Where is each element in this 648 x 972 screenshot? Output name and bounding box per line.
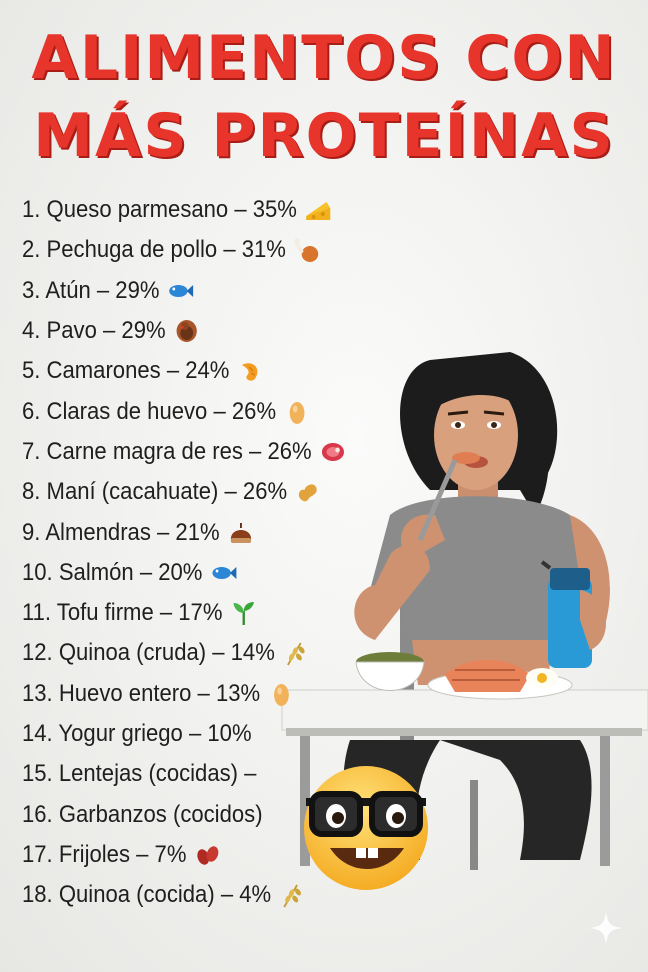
list-item: 7. Carne magra de res – 26% bbox=[22, 432, 347, 472]
peanut-icon bbox=[294, 478, 322, 506]
cheese-icon bbox=[304, 196, 332, 224]
shrimp-icon bbox=[237, 357, 265, 385]
grain-icon bbox=[279, 881, 307, 909]
list-item-text: 6. Claras de huevo – 26% bbox=[22, 397, 277, 425]
list-item: 14. Yogur griego – 10% bbox=[22, 714, 347, 754]
list-item-text: 1. Queso parmesano – 35% bbox=[22, 196, 297, 224]
list-item-text: 3. Atún – 29% bbox=[22, 276, 160, 304]
protein-food-list: 1. Queso parmesano – 35% 2. Pechuga de po… bbox=[22, 190, 375, 915]
list-item: 18. Quinoa (cocida) – 4% bbox=[22, 875, 347, 915]
list-item: 5. Camarones – 24% bbox=[22, 351, 347, 391]
grain-icon bbox=[282, 639, 310, 667]
list-item-text: 8. Maní (cacahuate) – 26% bbox=[22, 478, 288, 506]
turkey-icon bbox=[173, 317, 201, 345]
list-item-text: 5. Camarones – 24% bbox=[22, 357, 230, 385]
nerd-face-emoji bbox=[304, 766, 428, 890]
chestnut-icon bbox=[227, 519, 255, 547]
chicken-leg-icon bbox=[293, 236, 321, 264]
list-item-text: 2. Pechuga de pollo – 31% bbox=[22, 236, 286, 264]
list-item: 16. Garbanzos (cocidos) bbox=[22, 794, 347, 834]
fish-icon bbox=[210, 559, 238, 587]
egg-icon bbox=[283, 398, 311, 426]
fish-icon bbox=[167, 277, 195, 305]
list-item: 4. Pavo – 29% bbox=[22, 311, 347, 351]
list-item-text: 14. Yogur griego – 10% bbox=[22, 720, 252, 747]
list-item-text: 7. Carne magra de res – 26% bbox=[22, 437, 312, 465]
list-item: 11. Tofu firme – 17% bbox=[22, 593, 347, 633]
list-item: 3. Atún – 29% bbox=[22, 271, 347, 311]
list-item-text: 15. Lentejas (cocidas) – bbox=[22, 760, 257, 788]
seedling-icon bbox=[230, 599, 258, 627]
sparkle-icon bbox=[590, 912, 622, 944]
list-item-text: 10. Salmón – 20% bbox=[22, 558, 203, 586]
list-item: 17. Frijoles – 7% bbox=[22, 835, 347, 875]
list-item: 13. Huevo entero – 13% bbox=[22, 674, 347, 714]
list-item: 12. Quinoa (cruda) – 14% bbox=[22, 633, 347, 673]
list-item-text: 18. Quinoa (cocida) – 4% bbox=[22, 881, 272, 909]
list-item-text: 12. Quinoa (cruda) – 14% bbox=[22, 639, 275, 667]
list-item-text: 4. Pavo – 29% bbox=[22, 317, 166, 345]
list-item: 2. Pechuga de pollo – 31% bbox=[22, 230, 347, 270]
list-item-text: 13. Huevo entero – 13% bbox=[22, 679, 261, 707]
list-item-text: 9. Almendras – 21% bbox=[22, 518, 220, 546]
title-line-1: ALIMENTOS CON bbox=[31, 23, 617, 93]
list-item: 10. Salmón – 20% bbox=[22, 553, 347, 593]
beans-icon bbox=[194, 841, 222, 869]
list-item: 9. Almendras – 21% bbox=[22, 512, 347, 552]
list-item: 8. Maní (cacahuate) – 26% bbox=[22, 472, 347, 512]
title-line-2: MÁS PROTEÍNAS bbox=[33, 101, 615, 171]
list-item: 15. Lentejas (cocidas) – bbox=[22, 754, 347, 794]
list-item-text: 11. Tofu firme – 17% bbox=[22, 599, 223, 627]
list-item: 6. Claras de huevo – 26% bbox=[22, 391, 347, 431]
meat-icon bbox=[319, 438, 347, 466]
egg-icon bbox=[267, 680, 295, 708]
list-item-text: 16. Garbanzos (cocidos) bbox=[22, 800, 263, 828]
list-item: 1. Queso parmesano – 35% bbox=[22, 190, 347, 230]
list-item-text: 17. Frijoles – 7% bbox=[22, 840, 187, 868]
